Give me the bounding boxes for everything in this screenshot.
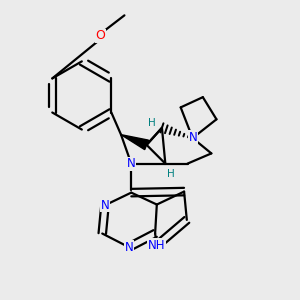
Text: NH: NH [148,239,166,252]
Text: N: N [124,241,133,254]
Text: H: H [148,118,156,128]
Text: N: N [189,131,197,144]
Text: N: N [100,199,109,212]
Text: N: N [127,157,136,170]
Text: H: H [167,169,174,179]
Text: O: O [96,29,106,42]
Polygon shape [121,135,148,150]
